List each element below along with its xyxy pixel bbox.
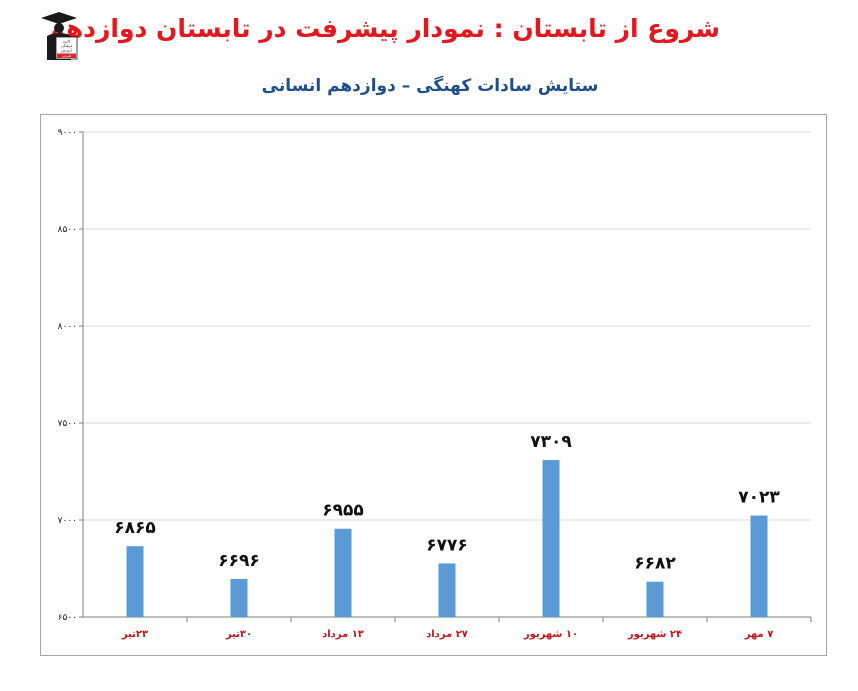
y-tick-label: ۹۰۰۰: [58, 128, 77, 138]
bar: [646, 581, 664, 617]
logo-line-4: قلم‌چی: [62, 54, 72, 58]
y-tick-label: ۷۰۰۰: [58, 516, 77, 526]
data-label: ۶۹۵۵: [322, 501, 364, 521]
bar: [542, 460, 560, 617]
bar: [126, 546, 144, 617]
category-label: ۳۰تیر: [225, 629, 252, 640]
y-tick-label: ۸۰۰۰: [58, 322, 77, 332]
category-label: ۲۴ شهریور: [627, 629, 682, 640]
data-label: ۷۰۲۳: [738, 488, 780, 508]
category-label: ۲۷ مرداد: [426, 629, 468, 640]
data-label: ۶۶۸۲: [634, 554, 676, 574]
y-tick-label: ۸۵۰۰: [58, 225, 77, 235]
bar: [334, 528, 352, 617]
category-label: ۷ مهر: [744, 629, 774, 640]
bar-chart: ۶۵۰۰ ۷۰۰۰ ۷۵۰۰ ۸۰۰۰ ۸۵۰۰ ۹۰۰۰ ۶۸۶۵ ۲۳تیر ۶۶۹۶ ۳۰ت…: [58, 128, 812, 640]
data-label: ۶۷۷۶: [426, 535, 468, 555]
page-title: شروع از تابستان : نمودار پیشرفت در تابست…: [46, 14, 720, 43]
bar: [438, 563, 456, 617]
category-label: ۲۳تیر: [121, 629, 148, 640]
y-tick-label: ۷۵۰۰: [58, 419, 77, 429]
category-label: ۱۰ شهریور: [523, 629, 578, 640]
data-label: ۶۶۹۶: [218, 551, 260, 571]
data-label: ۷۳۰۹: [530, 432, 572, 452]
logo-line-3: آموزش: [61, 49, 72, 53]
chart-frame: ۶۵۰۰ ۷۰۰۰ ۷۵۰۰ ۸۰۰۰ ۸۵۰۰ ۹۰۰۰ ۶۸۶۵ ۲۳تیر ۶۶۹۶ ۳۰ت…: [40, 114, 827, 656]
bar: [230, 578, 248, 617]
data-label: ۶۸۶۵: [114, 518, 156, 538]
graduate-figure-icon: کانون فرهنگی آموزش قلم‌چی: [41, 12, 78, 60]
page-subtitle: ستایش سادات کهنگی – دوازدهم انسانی: [261, 76, 599, 96]
y-tick-label: ۶۵۰۰: [58, 613, 77, 623]
logo-line-1: کانون: [63, 40, 71, 44]
logo-line-2: فرهنگی: [61, 43, 72, 48]
category-label: ۱۳ مرداد: [322, 629, 364, 640]
bar: [750, 515, 768, 617]
